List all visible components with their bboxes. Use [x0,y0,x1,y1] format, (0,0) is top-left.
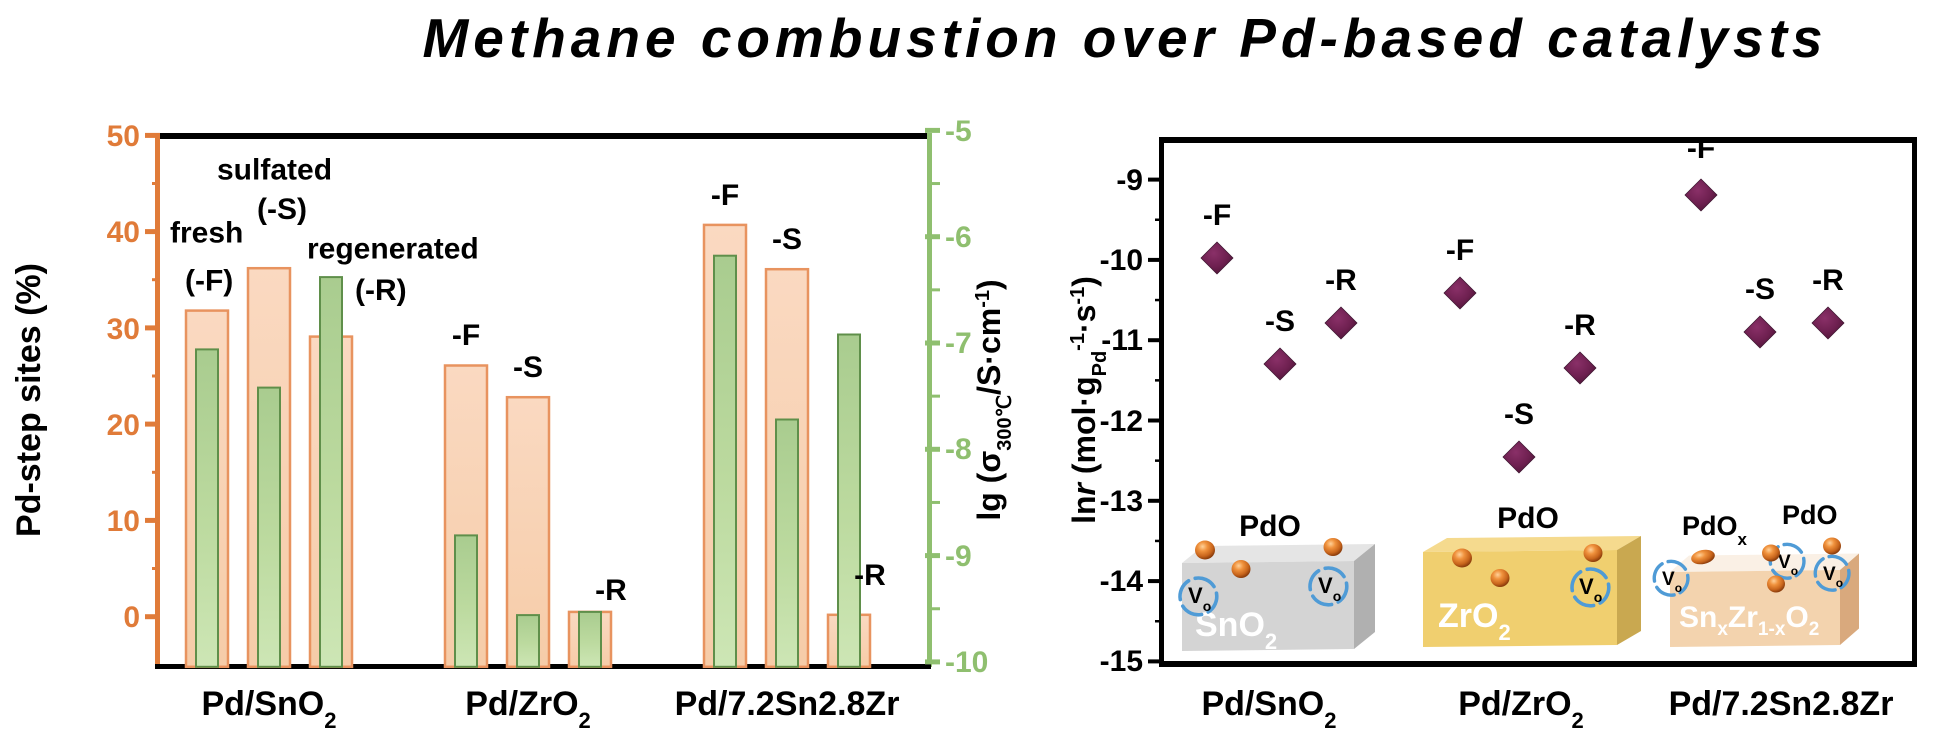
svg-text:-S: -S [1265,305,1295,338]
svg-text:-7: -7 [945,327,972,360]
svg-text:-10: -10 [945,646,988,679]
svg-text:-15: -15 [1100,645,1143,678]
svg-text:lg (σ300℃/S·cm-1): lg (σ300℃/S·cm-1) [971,279,1016,520]
svg-text:-S: -S [1745,273,1775,306]
svg-text:Pd/SnO2: Pd/SnO2 [201,685,336,733]
svg-text:10: 10 [107,505,140,538]
svg-text:0: 0 [123,601,140,634]
svg-text:30: 30 [107,313,140,346]
svg-text:-14: -14 [1100,565,1144,598]
svg-text:(-R): (-R) [355,274,407,307]
svg-text:Pd/SnO2: Pd/SnO2 [1201,685,1336,733]
svg-text:fresh: fresh [170,216,243,249]
svg-text:sulfated: sulfated [217,154,332,187]
svg-text:(-F): (-F) [185,264,233,297]
svg-text:-F: -F [1446,234,1474,267]
svg-text:PdO: PdO [1497,502,1559,535]
svg-text:PdO: PdO [1239,510,1301,543]
svg-text:-R: -R [595,574,627,607]
svg-text:-6: -6 [945,221,972,254]
svg-text:-10: -10 [1100,244,1143,277]
svg-text:-8: -8 [945,433,972,466]
svg-text:PdOx: PdOx [1682,511,1748,549]
svg-text:-F: -F [1203,199,1231,232]
svg-text:Pd/7.2Sn2.8Zr: Pd/7.2Sn2.8Zr [1669,685,1894,723]
svg-text:-S: -S [1504,398,1534,431]
svg-text:-R: -R [1812,264,1844,297]
svg-text:-9: -9 [1116,164,1143,197]
svg-text:-F: -F [452,319,480,352]
svg-text:-R: -R [1325,264,1357,297]
svg-text:Pd/7.2Sn2.8Zr: Pd/7.2Sn2.8Zr [675,685,900,723]
svg-text:-S: -S [513,351,543,384]
svg-text:50: 50 [107,120,140,153]
svg-text:-13: -13 [1100,485,1143,518]
svg-text:-5: -5 [945,115,972,148]
svg-text:PdO: PdO [1782,500,1838,530]
svg-text:40: 40 [107,216,140,249]
svg-text:-9: -9 [945,540,972,573]
svg-text:-S: -S [772,223,802,256]
svg-text:-12: -12 [1100,405,1143,438]
svg-text:Pd-step sites (%): Pd-step sites (%) [10,263,48,537]
svg-text:20: 20 [107,409,140,442]
svg-text:-R: -R [1564,309,1596,342]
svg-text:regenerated: regenerated [307,232,479,265]
svg-text:Pd/ZrO2: Pd/ZrO2 [1458,685,1584,733]
svg-text:Pd/ZrO2: Pd/ZrO2 [465,685,591,733]
svg-text:-R: -R [854,559,886,592]
svg-text:-F: -F [711,179,739,212]
svg-text:-F: -F [1687,132,1715,165]
svg-text:(-S): (-S) [257,193,307,226]
